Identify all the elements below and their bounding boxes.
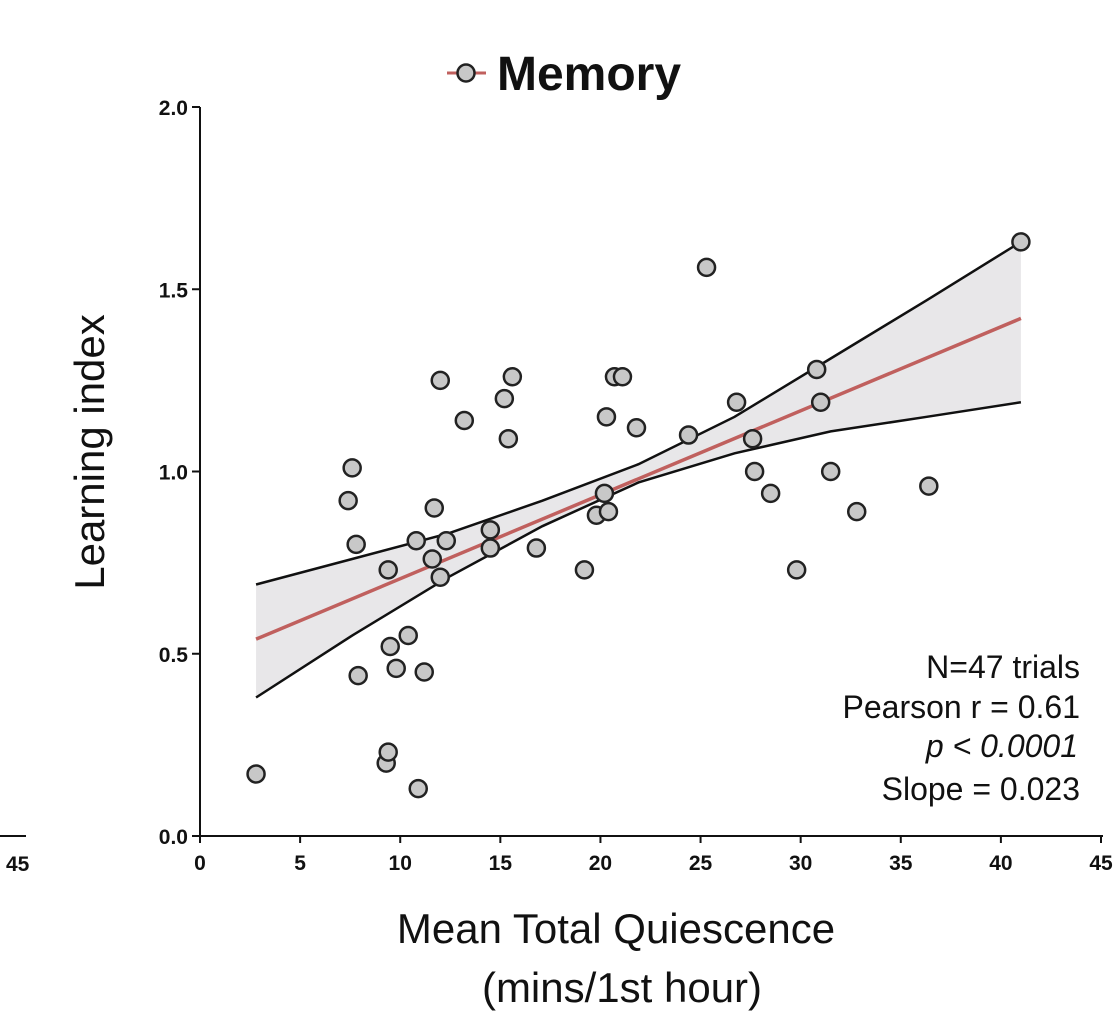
data-point	[760, 483, 781, 504]
data-point	[408, 778, 428, 799]
x-tick-label: 40	[989, 852, 1012, 875]
data-point	[786, 560, 807, 580]
data-point	[436, 531, 457, 551]
data-point	[594, 483, 615, 504]
legend: Memory	[447, 48, 681, 101]
data-point	[398, 625, 418, 646]
data-points	[246, 232, 1031, 799]
data-point	[424, 498, 445, 518]
data-point	[678, 425, 699, 445]
data-point	[338, 490, 358, 511]
data-point	[626, 418, 647, 438]
data-point	[574, 560, 595, 580]
regression-line-path	[255, 316, 1022, 641]
confidence-band	[255, 240, 1022, 699]
data-point	[480, 538, 501, 558]
data-point	[346, 534, 366, 555]
confidence-band-upper	[255, 240, 1022, 586]
data-point	[919, 476, 939, 496]
x-tick-label: 5	[294, 852, 306, 875]
y-tick-label: 1.0	[159, 462, 188, 485]
data-point	[348, 665, 368, 686]
data-point	[386, 658, 406, 679]
data-point	[820, 461, 841, 482]
x-axis-label-line2: (mins/1st hour)	[482, 964, 762, 1011]
data-point	[494, 388, 515, 409]
y-axis-ticks: 0.0 0.5 1.0 1.5 2.0	[159, 97, 200, 849]
left-panel-x-tick-label: 45	[6, 853, 30, 876]
data-point	[806, 359, 827, 380]
x-tick-label: 10	[389, 852, 412, 875]
data-point	[414, 662, 434, 682]
data-point	[1011, 232, 1031, 252]
x-tick-label: 45	[1089, 852, 1113, 875]
legend-marker-icon	[456, 63, 476, 83]
data-point	[526, 538, 547, 558]
stats-annotation: N=47 trials Pearson r = 0.61 p < 0.0001 …	[843, 649, 1080, 807]
confidence-band-lower	[255, 401, 1022, 699]
data-point	[726, 392, 747, 412]
data-point	[378, 742, 398, 762]
x-tick-label: 0	[194, 852, 206, 875]
data-point	[744, 461, 765, 482]
data-point	[846, 501, 867, 522]
y-tick-label: 1.5	[159, 279, 189, 302]
data-point	[378, 560, 398, 580]
data-point	[246, 764, 266, 784]
x-tick-label: 35	[889, 852, 913, 875]
data-point	[742, 428, 763, 449]
x-axis-ticks: 0 5 10 15 20 25 30 35 40 45	[194, 836, 1113, 875]
data-point	[342, 458, 362, 478]
data-point	[502, 366, 523, 387]
stats-n: N=47 trials	[926, 649, 1080, 685]
confidence-band-fill	[256, 241, 1021, 698]
data-point	[598, 501, 619, 522]
data-point	[454, 410, 475, 431]
axes: 0 5 10 15 20 25 30 35 40 45 0.0 0.5 1.0 1.5 2.0	[159, 97, 1113, 875]
x-tick-label: 20	[589, 852, 612, 875]
data-point	[810, 392, 831, 412]
data-point	[406, 531, 426, 551]
y-axis-label: Learning index	[66, 314, 113, 590]
x-axis-label-line1: Mean Total Quiescence	[397, 905, 835, 952]
data-point	[596, 407, 617, 427]
data-point	[696, 257, 717, 278]
data-point	[430, 370, 451, 391]
data-point	[480, 520, 501, 540]
stats-pearson: Pearson r = 0.61	[843, 689, 1080, 725]
y-tick-label: 0.5	[159, 644, 189, 667]
data-point	[430, 567, 451, 587]
x-tick-label: 25	[689, 852, 713, 875]
x-tick-label: 15	[489, 852, 513, 875]
stats-p: p < 0.0001	[925, 728, 1078, 764]
stats-slope: Slope = 0.023	[882, 771, 1080, 807]
data-point	[612, 366, 633, 387]
x-tick-label: 30	[789, 852, 812, 875]
legend-label: Memory	[497, 48, 681, 101]
data-point	[380, 636, 400, 657]
y-tick-label: 2.0	[159, 97, 188, 120]
data-point	[498, 428, 519, 449]
regression-line	[255, 316, 1022, 641]
data-point	[422, 549, 443, 569]
y-tick-label: 0.0	[159, 826, 188, 849]
